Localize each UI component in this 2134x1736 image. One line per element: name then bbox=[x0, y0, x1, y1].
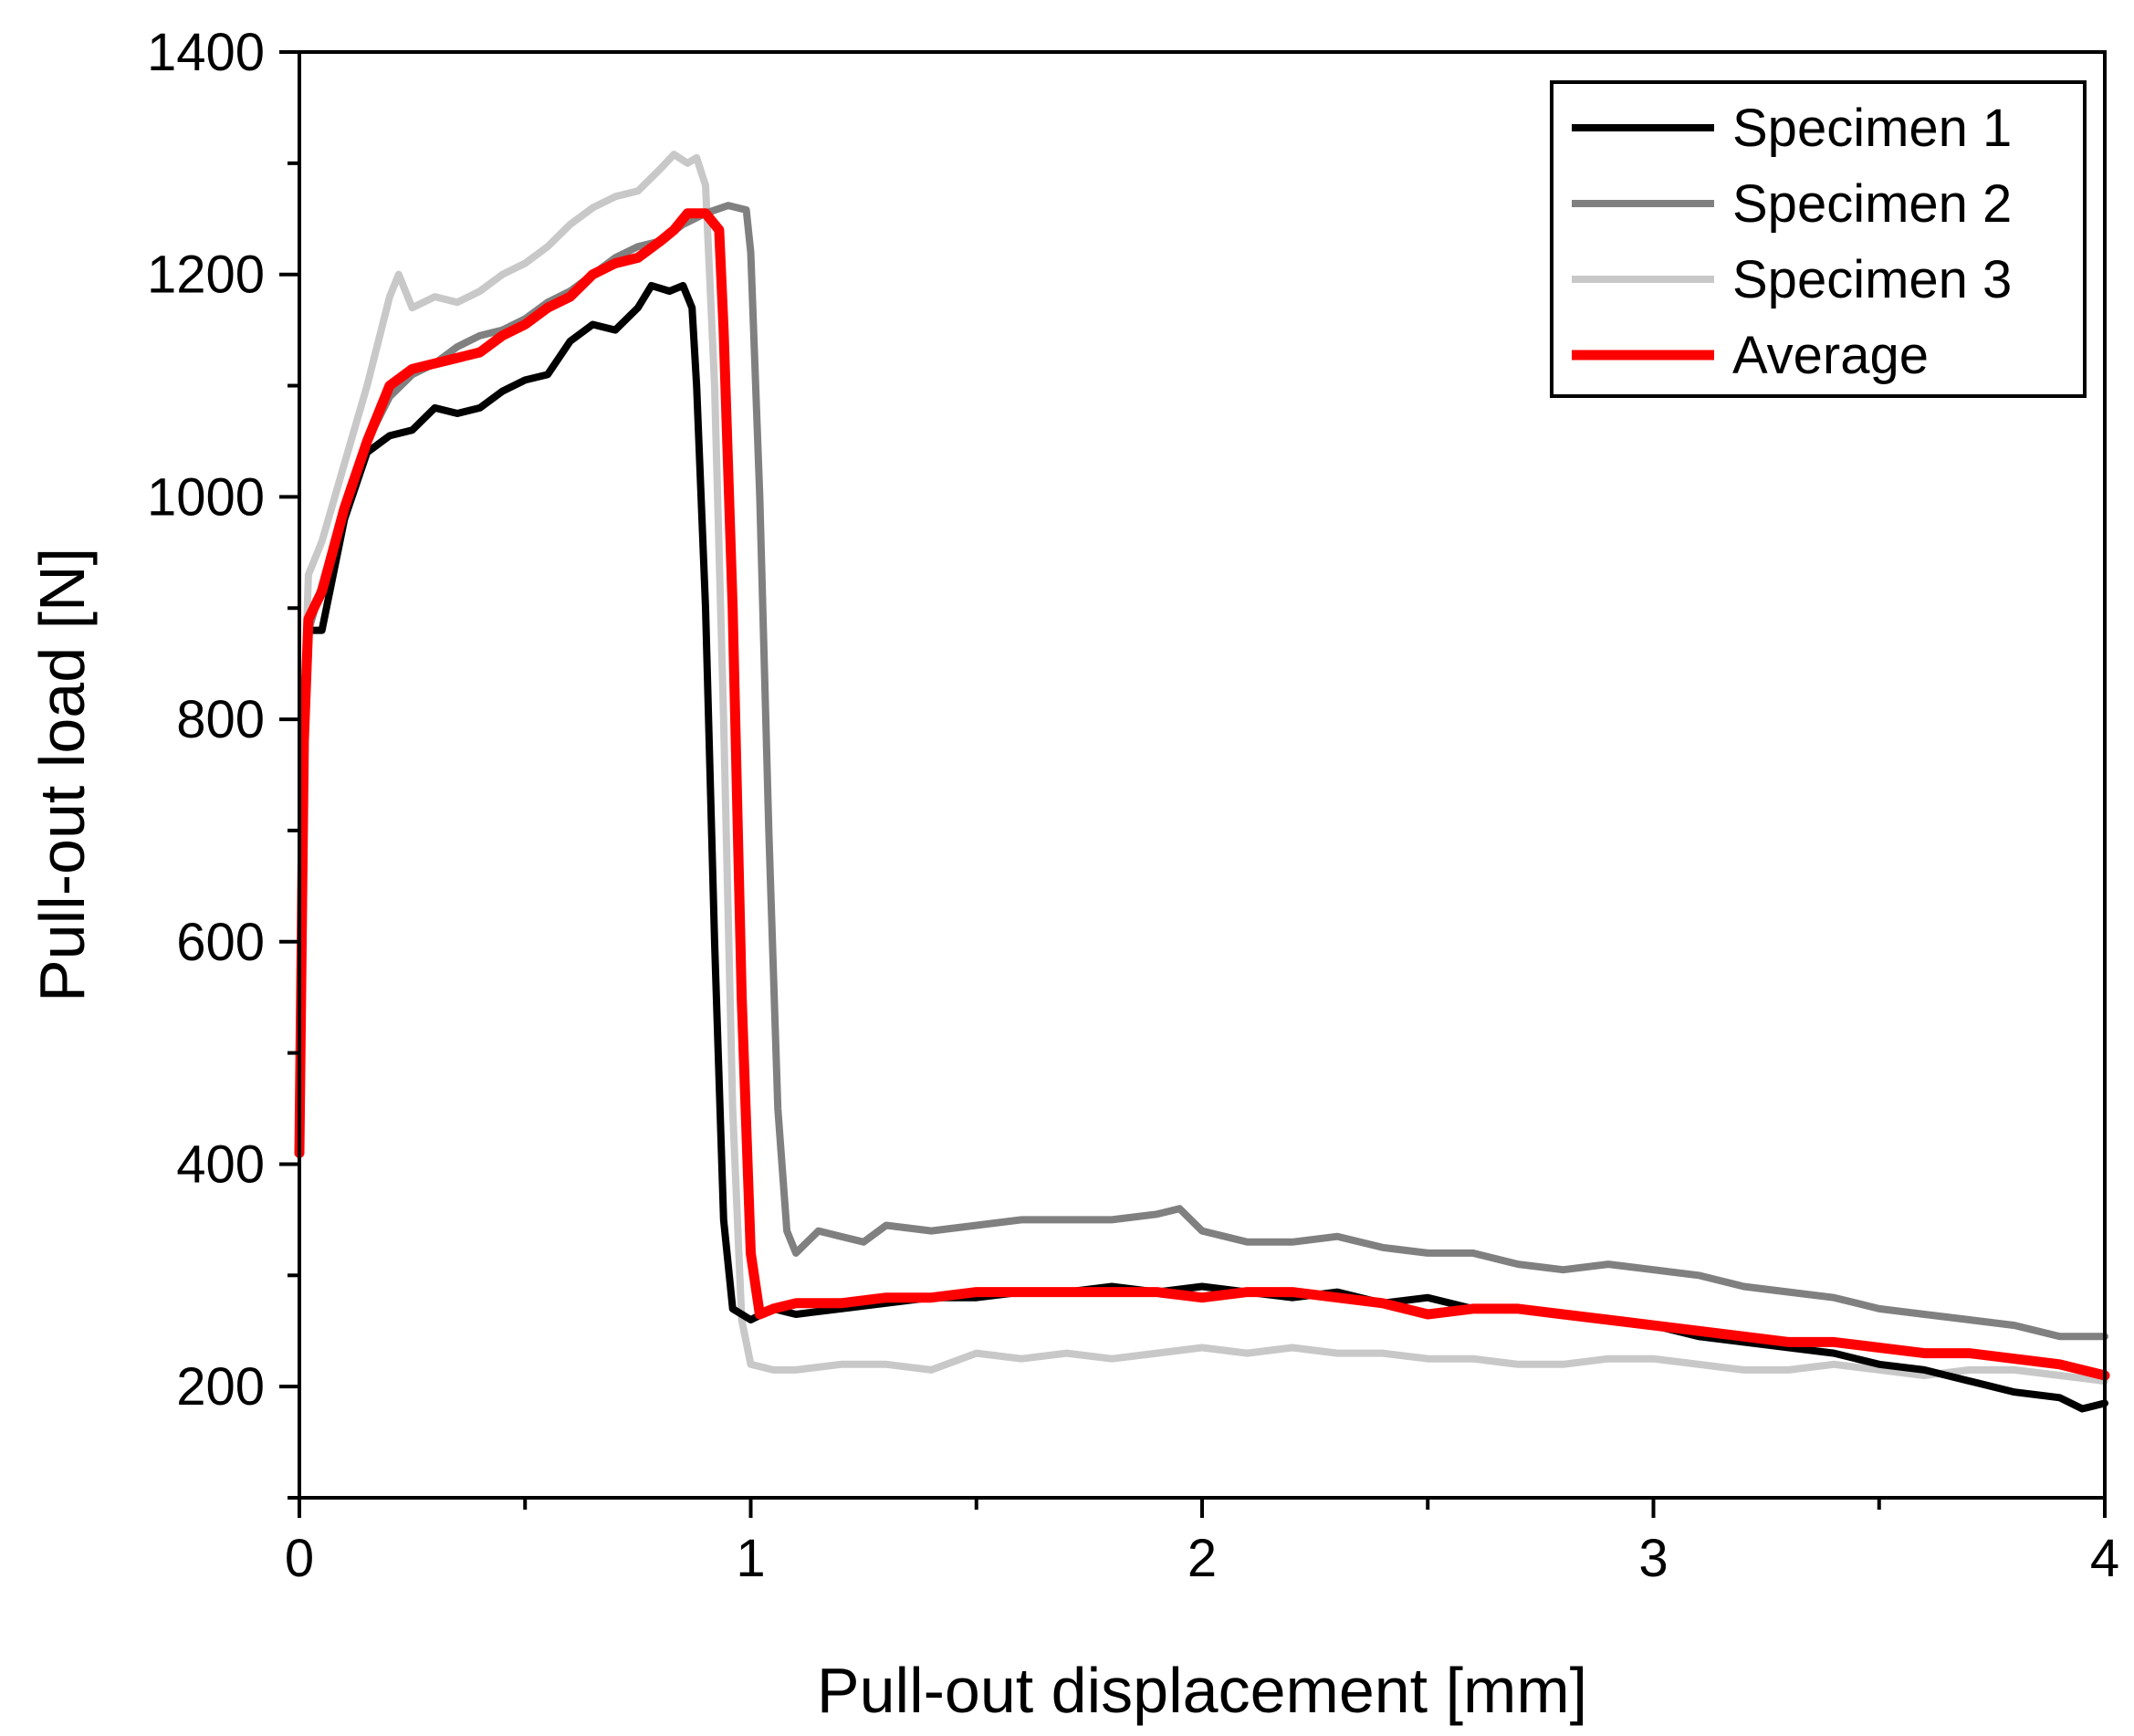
legend-frame bbox=[1550, 80, 2087, 398]
x-tick-label: 3 bbox=[1638, 1529, 1668, 1588]
legend-label-average: Average bbox=[1732, 326, 1929, 385]
y-axis-title: Pull-out load [N] bbox=[26, 548, 98, 1002]
y-tick-label: 600 bbox=[176, 913, 265, 972]
series-line-specimen-2 bbox=[296, 202, 2108, 1341]
legend-entries: Specimen 1 Specimen 2 Specimen 3 Average bbox=[1572, 99, 2012, 385]
x-tick-label: 0 bbox=[285, 1529, 314, 1588]
series-line-specimen-3 bbox=[296, 151, 2108, 1386]
legend-label-specimen-1: Specimen 1 bbox=[1732, 99, 2012, 158]
y-tick-label: 200 bbox=[176, 1357, 265, 1417]
legend-label-specimen-2: Specimen 2 bbox=[1732, 174, 2012, 234]
series-line-average bbox=[294, 208, 2110, 1381]
axis-ticks: 0 1 2 3 4 200 400 600 800 1000 1200 1400 bbox=[147, 23, 2119, 1588]
y-tick-label: 1000 bbox=[147, 467, 265, 527]
x-axis-title: Pull-out displacement [mm] bbox=[817, 1655, 1587, 1726]
series-layer bbox=[294, 151, 2110, 1413]
y-tick-label: 400 bbox=[176, 1135, 265, 1194]
x-tick-label: 4 bbox=[2090, 1529, 2119, 1588]
x-tick-label: 1 bbox=[736, 1529, 765, 1588]
y-tick-label: 800 bbox=[176, 690, 265, 749]
y-tick-label: 1200 bbox=[147, 246, 265, 305]
y-tick-label: 1400 bbox=[147, 23, 265, 82]
legend: Specimen 1 Specimen 2 Specimen 3 Average bbox=[1550, 80, 2087, 398]
x-tick-label: 2 bbox=[1187, 1529, 1217, 1588]
series-line-specimen-1 bbox=[296, 281, 2108, 1413]
legend-label-specimen-3: Specimen 3 bbox=[1732, 250, 2012, 309]
